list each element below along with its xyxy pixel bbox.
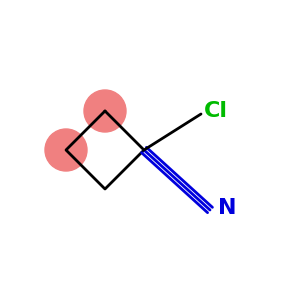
- Text: Cl: Cl: [204, 101, 228, 121]
- Circle shape: [84, 90, 126, 132]
- Text: N: N: [218, 199, 236, 218]
- Circle shape: [45, 129, 87, 171]
